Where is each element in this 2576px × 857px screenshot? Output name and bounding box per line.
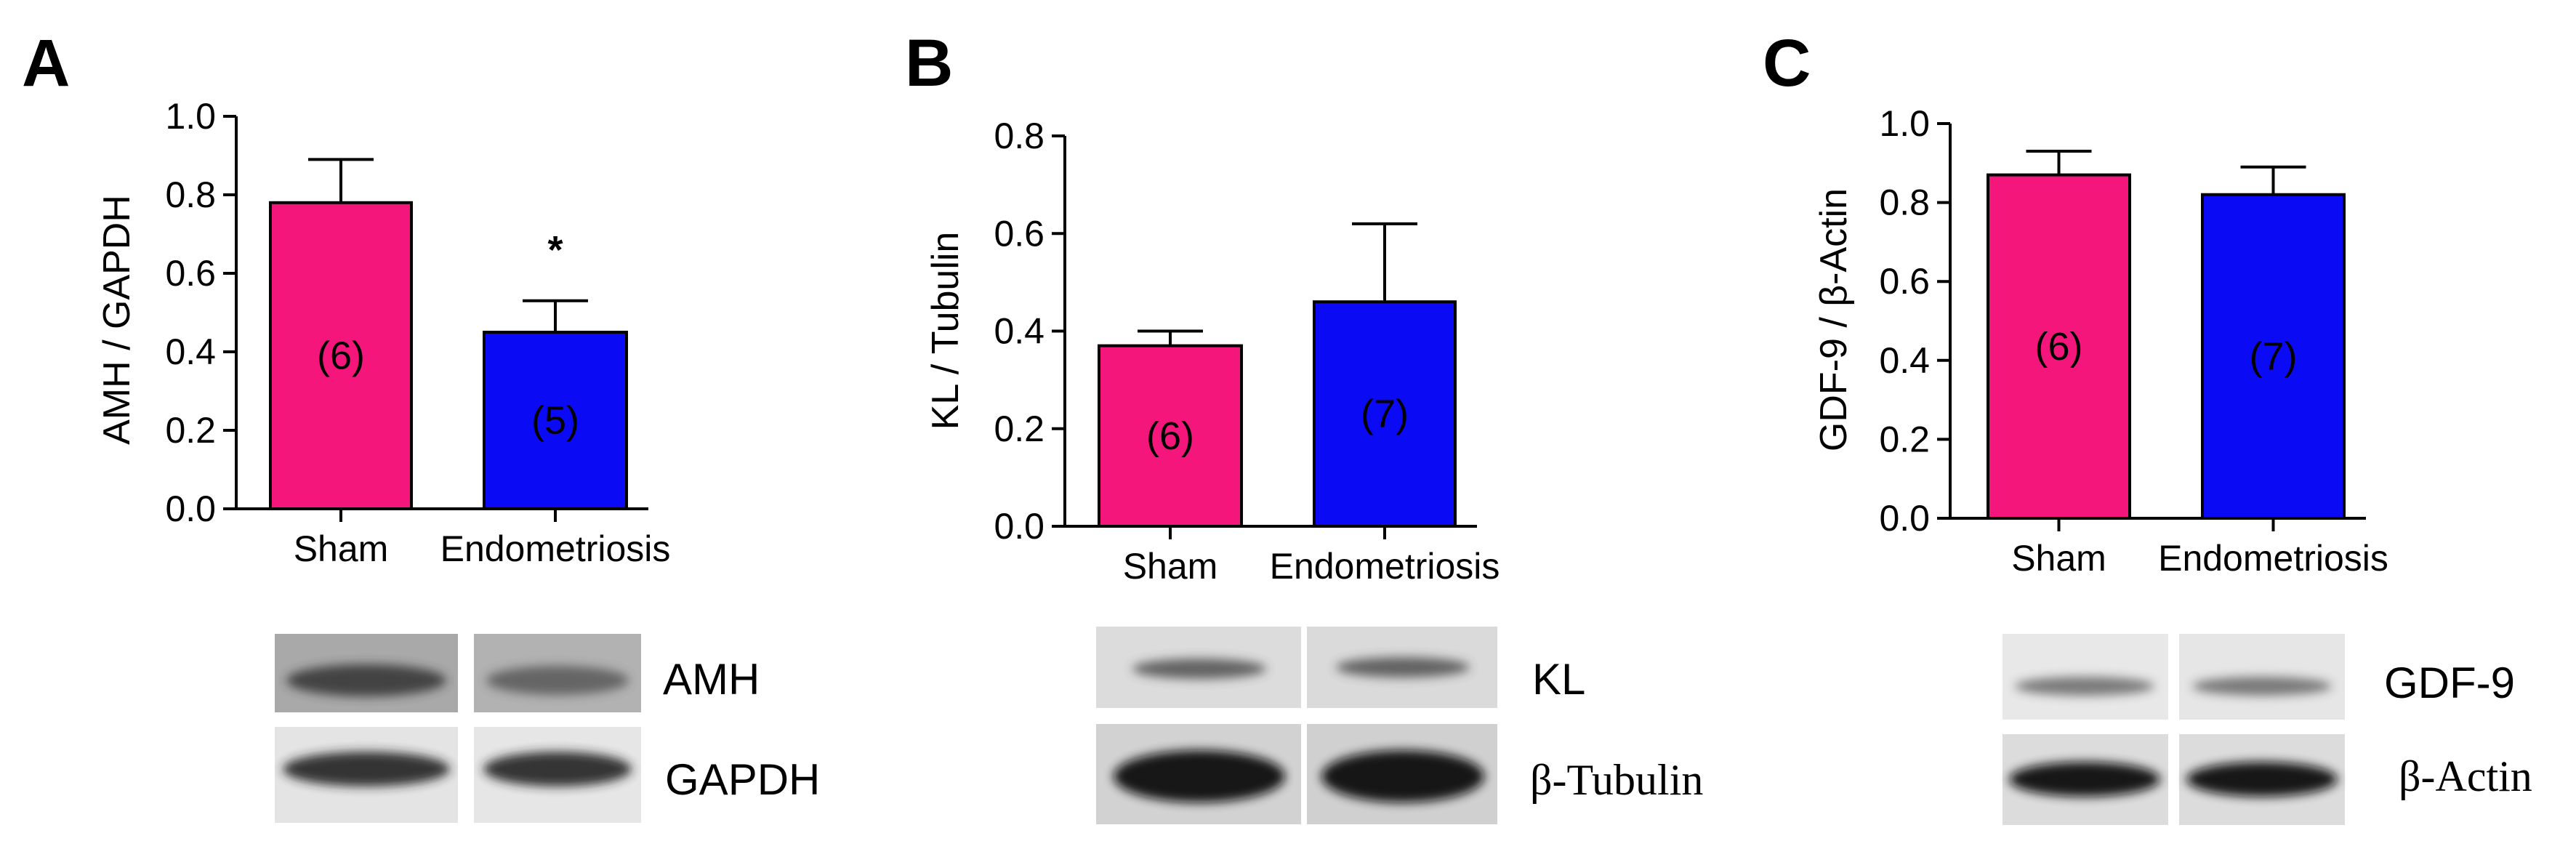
blot-band-amh-endo — [486, 666, 629, 695]
panel-c: C GDF-9 / β-Actin 0.0 0.2 0.4 0.6 0.8 1.0 Sham… — [1763, 26, 2532, 825]
x-tick-label: Endometriosis — [440, 528, 671, 569]
blot-band-amh-sham — [286, 664, 446, 696]
x-tick-label: Sham — [294, 528, 389, 569]
western-blot-c: GDF-9 β-Actin — [2003, 634, 2532, 825]
panel-letter-c: C — [1763, 26, 1811, 100]
blot-label-beta-actin: β-Actin — [2399, 752, 2532, 800]
y-tick-label: 0.4 — [165, 331, 216, 372]
western-blot-b: KL β-Tubulin — [1096, 627, 1703, 824]
n-label: (7) — [2250, 334, 2298, 378]
bar-chart-a: 0.0 0.2 0.4 0.6 0.8 1.0 Sham (6) Endometriosis (5… — [165, 96, 670, 569]
n-label: (5) — [531, 399, 579, 443]
y-axis-label-a: AMH / GAPDH — [96, 195, 138, 445]
panel-letter-a: A — [22, 26, 70, 100]
blot-label-amh: AMH — [663, 655, 760, 704]
n-label: (7) — [1361, 393, 1409, 436]
bar-sham — [269, 201, 413, 510]
blot-band-gdf9-endo — [2192, 677, 2332, 696]
y-tick-label: 0.6 — [994, 213, 1045, 254]
bar-chart-c: 0.0 0.2 0.4 0.6 0.8 1.0 Sham (6) Endometriosis (7… — [1879, 103, 2388, 579]
blot-label-beta-tubulin: β-Tubulin — [1530, 756, 1703, 804]
y-tick-label: 0.0 — [165, 488, 216, 529]
blot-band-gapdh-sham — [283, 752, 450, 786]
y-tick-label: 0.2 — [994, 409, 1045, 449]
western-blot-a: AMH GAPDH — [275, 634, 820, 823]
blot-band-gdf9-sham — [2015, 677, 2154, 696]
y-tick-label: 0.2 — [165, 410, 216, 451]
y-tick-label: 1.0 — [165, 96, 216, 137]
y-tick-label: 1.0 — [1879, 103, 1930, 144]
significance-marker: * — [547, 228, 563, 272]
n-label: (6) — [1146, 414, 1194, 458]
bar-endometriosis — [483, 331, 628, 510]
panel-b: B KL / Tubulin 0.0 0.2 0.4 0.6 0.8 Sham (6) End… — [905, 26, 1703, 824]
y-tick-label: 0.6 — [1879, 261, 1930, 302]
blot-band-tubulin-endo — [1321, 750, 1484, 802]
blot-band-tubulin-sham — [1114, 750, 1285, 802]
bar-endometriosis — [1313, 300, 1457, 528]
blot-band-kl-sham — [1132, 659, 1266, 679]
x-tick-label: Sham — [2011, 538, 2106, 579]
blot-label-gdf9: GDF-9 — [2384, 659, 2515, 707]
x-tick-label: Endometriosis — [1270, 546, 1500, 587]
y-axis-label-c: GDF-9 / β-Actin — [1813, 188, 1855, 451]
blot-band-actin-endo — [2186, 762, 2338, 797]
blot-label-kl: KL — [1532, 655, 1585, 704]
blot-band-actin-sham — [2009, 762, 2160, 797]
bar-chart-b: 0.0 0.2 0.4 0.6 0.8 Sham (6) Endometriosis (7) — [994, 116, 1500, 587]
n-label: (6) — [317, 334, 365, 377]
y-tick-label: 0.0 — [1879, 498, 1930, 539]
panel-letter-b: B — [905, 26, 953, 100]
blot-band-gapdh-endo — [483, 752, 632, 786]
y-tick-label: 0.8 — [165, 174, 216, 215]
y-tick-label: 0.6 — [165, 253, 216, 294]
y-tick-label: 0.4 — [994, 311, 1045, 352]
y-tick-label: 0.8 — [1879, 182, 1930, 223]
bar-sham — [1987, 173, 2131, 520]
blot-band-kl-endo — [1336, 657, 1470, 677]
y-tick-label: 0.4 — [1879, 340, 1930, 381]
x-tick-label: Endometriosis — [2158, 538, 2388, 579]
x-tick-label: Sham — [1123, 546, 1218, 587]
blot-label-gapdh: GAPDH — [665, 755, 820, 804]
blot-lane-gdf9-sham — [2003, 634, 2168, 720]
y-axis-label-b: KL / Tubulin — [925, 232, 967, 430]
y-tick-label: 0.0 — [994, 506, 1045, 547]
panel-a: A AMH / GAPDH 0.0 0.2 0.4 0.6 0.8 1.0 Sham (6) E… — [22, 26, 820, 823]
n-label: (6) — [2035, 325, 2083, 369]
y-tick-label: 0.2 — [1879, 419, 1930, 459]
y-tick-label: 0.8 — [994, 116, 1045, 156]
